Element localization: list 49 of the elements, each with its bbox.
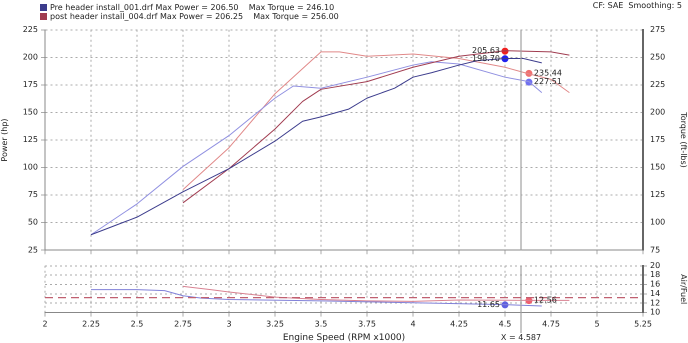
- x-tick-label: 3.25: [266, 319, 284, 328]
- x-axis-title: Engine Speed (RPM x1000): [282, 332, 406, 343]
- x-tick-label: 4.75: [542, 319, 560, 328]
- text: CF: SAE Smoothing: 5: [592, 1, 682, 10]
- y2-tick-label: 20: [650, 260, 660, 270]
- y2-tick-label: 75: [650, 245, 660, 254]
- y2-tick-label: 175: [650, 135, 666, 144]
- x-tick-label: 3.75: [358, 319, 376, 328]
- ref-line-label: X = 4.587: [500, 333, 542, 342]
- data-label: 227.51: [534, 77, 562, 86]
- x-tick-label: 5: [594, 319, 600, 328]
- x-tick-label: 3.5: [314, 319, 328, 328]
- legend-label: post header install_004.drf Max Power = 206.25 Max Torque = 256.00: [50, 12, 339, 21]
- y-tick-label: 50: [28, 218, 38, 227]
- y2-axis-title: Air/Fuel: [679, 274, 688, 304]
- data-label: 235.44: [534, 68, 562, 78]
- y-tick-label: 225: [22, 24, 38, 34]
- x-tick-label: 2.75: [174, 319, 192, 328]
- y-tick-label: 25: [28, 245, 38, 254]
- y2-tick-label: 100: [650, 218, 666, 227]
- y2-tick-label: 150: [650, 162, 666, 172]
- x-tick-label: 2: [42, 319, 48, 328]
- x-tick-label: 4.5: [498, 319, 512, 328]
- y2-tick-label: 225: [650, 80, 666, 89]
- y2-tick-label: 250: [650, 52, 666, 62]
- x-tick-label: 4: [410, 319, 416, 328]
- y-axis-title: Power (hp): [0, 118, 9, 162]
- y2-axis-title: Torque (ft-lbs): [679, 111, 688, 168]
- y2-tick-label: 200: [650, 108, 666, 117]
- y2-tick-label: 12: [650, 298, 660, 308]
- y-tick-label: 150: [22, 108, 38, 117]
- x-tick-label: 2.5: [130, 319, 144, 328]
- legend-label: Pre header install_001.drf Max Power = 206.50 Max Torque = 246.10: [50, 3, 334, 12]
- x-tick-label: 4.25: [450, 319, 468, 328]
- y-tick-label: 75: [28, 190, 38, 200]
- y-tick-label: 125: [22, 135, 38, 144]
- y2-tick-label: 10: [650, 308, 660, 317]
- y2-tick-label: 275: [650, 24, 666, 34]
- y-tick-label: 200: [22, 52, 38, 62]
- y2-tick-label: 125: [650, 190, 666, 200]
- y2-tick-label: 18: [650, 270, 660, 280]
- x-tick-label: 5.25: [634, 319, 652, 328]
- x-tick-label: 3: [226, 319, 232, 328]
- y-tick-label: 175: [22, 80, 38, 89]
- x-tick-label: 2.25: [82, 319, 100, 328]
- y-tick-label: 100: [22, 162, 38, 172]
- y2-tick-label: 16: [650, 280, 660, 289]
- y2-tick-label: 14: [650, 288, 660, 298]
- data-label: 205.63: [472, 46, 500, 56]
